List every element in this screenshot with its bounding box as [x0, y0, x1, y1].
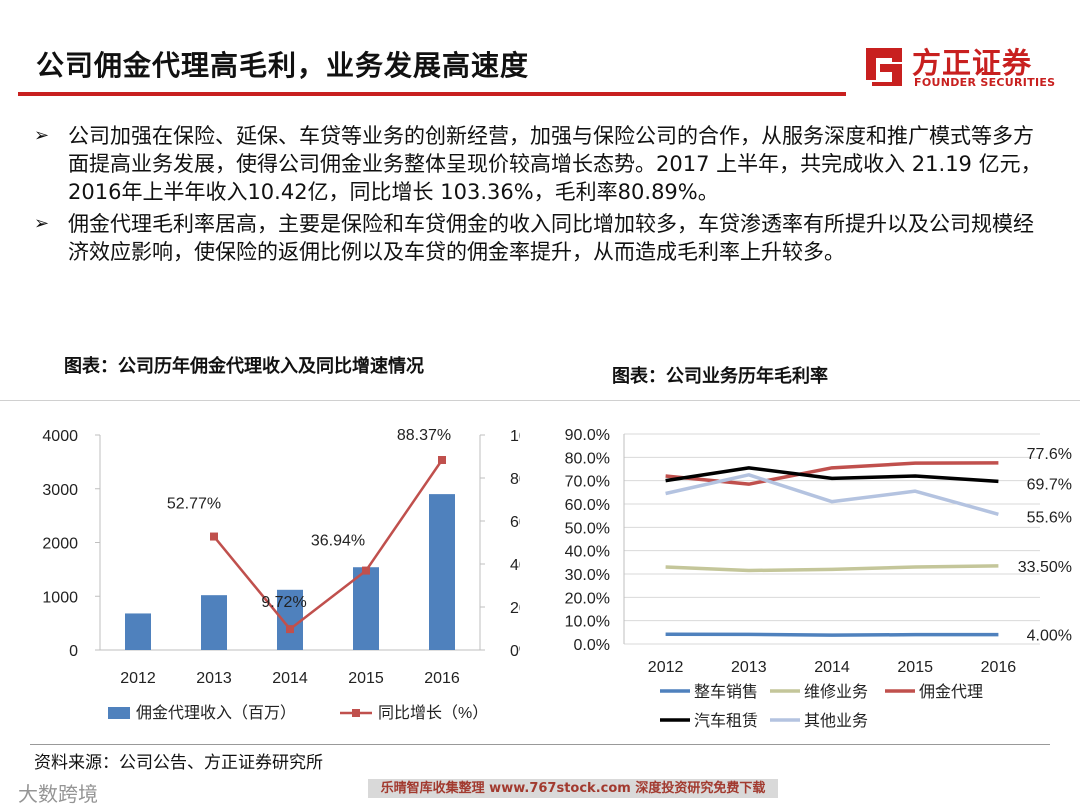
growth-line [213, 459, 444, 631]
revenue-bar [201, 595, 227, 650]
footer-banner: 乐晴智库收集整理 www.767stock.com 深度投资研究免费下载 [368, 779, 778, 798]
growth-data-label: 36.94% [311, 533, 365, 550]
legend-label: 汽车租赁 [694, 712, 758, 730]
panel-divider [0, 400, 1080, 401]
y-tick-label-right: 0% [510, 643, 520, 660]
x-tick-label: 2013 [731, 659, 767, 676]
chart-caption-right: 图表：公司业务历年毛利率 [612, 366, 828, 387]
series-line [665, 632, 999, 637]
x-tick-label: 2014 [814, 659, 850, 676]
x-tick-label: 2015 [348, 670, 384, 687]
x-tick-label: 2015 [897, 659, 933, 676]
watermark: 大数跨境 [18, 782, 98, 806]
y-tick-label: 20.0% [565, 590, 610, 607]
x-tick-label: 2016 [424, 670, 460, 687]
legend-label: 佣金代理 [919, 683, 983, 701]
arrow-bullet-icon: ➢ [34, 213, 50, 234]
growth-data-label: 9.72% [261, 594, 306, 611]
y-tick-label: 0.0% [574, 637, 610, 654]
growth-data-label: 52.77% [167, 496, 221, 513]
y-tick-label: 80.0% [565, 450, 610, 467]
founder-logo: 方正证券 FOUNDER SECURITIES [862, 40, 1056, 96]
legend-label-revenue: 佣金代理收入（百万） [136, 704, 296, 722]
growth-point [362, 566, 370, 575]
gross-margin-chart: 0.0% 10.0% 20.0% 30.0% 40.0% 50.0% 60.0% 70.0% 8… [565, 427, 1072, 730]
x-tick-label: 2014 [272, 670, 308, 687]
y-tick-label-left: 4000 [42, 428, 78, 445]
legend-marker-growth [352, 709, 360, 717]
series-end-label: 4.00% [1027, 628, 1072, 645]
y-tick-label-right: 20% [510, 600, 520, 617]
founder-logo-icon [866, 48, 902, 86]
series-line [665, 466, 999, 484]
y-tick-label-right: 60% [510, 514, 520, 531]
y-tick-label-left: 2000 [42, 536, 78, 553]
series-end-label: 77.6% [1027, 446, 1072, 463]
series-line [665, 473, 999, 516]
y-tick-label: 50.0% [565, 520, 610, 537]
y-tick-label: 30.0% [565, 567, 610, 584]
y-tick-label-right: 40% [510, 557, 520, 574]
legend-swatch-revenue [108, 707, 130, 719]
page-title: 公司佣金代理高毛利，业务发展高速度 [36, 49, 530, 82]
y-tick-label: 70.0% [565, 474, 610, 491]
y-tick-label: 90.0% [565, 427, 610, 444]
series-line [665, 564, 999, 573]
arrow-bullet-icon: ➢ [34, 125, 50, 146]
y-tick-label-left: 1000 [42, 589, 78, 606]
source-note: 资料来源：公司公告、方正证券研究所 [34, 753, 323, 773]
legend-label: 维修业务 [804, 683, 868, 701]
legend-label: 其他业务 [804, 712, 868, 730]
y-tick-label-left: 0 [69, 643, 78, 660]
logo-chinese: 方正证券 [912, 46, 1033, 80]
title-divider [18, 92, 846, 96]
logo-english: FOUNDER SECURITIES [914, 76, 1056, 89]
legend-label-growth: 同比增长（%） [378, 704, 488, 722]
revenue-bar [429, 494, 455, 650]
x-tick-label: 2012 [120, 670, 156, 687]
revenue-bar [353, 567, 379, 650]
legend-label: 整车销售 [694, 683, 758, 701]
y-tick-label: 40.0% [565, 544, 610, 561]
chart-caption-left: 图表：公司历年佣金代理收入及同比增速情况 [64, 356, 424, 377]
y-tick-label-right: 80% [510, 471, 520, 488]
x-tick-label: 2013 [196, 670, 232, 687]
bullet-text: 公司加强在保险、延保、车贷等业务的创新经营，加强与保险公司的合作，从服务深度和推… [68, 124, 1042, 204]
growth-point [438, 456, 446, 465]
growth-point [286, 625, 294, 634]
bullet-item: ➢ 佣金代理毛利率居高，主要是保险和车贷佣金的收入同比增加较多，车贷渗透率有所提… [32, 210, 1042, 266]
series-end-label: 33.50% [1018, 559, 1072, 576]
bullet-text: 佣金代理毛利率居高，主要是保险和车贷佣金的收入同比增加较多，车贷渗透率有所提升以… [68, 212, 1034, 264]
x-tick-label: 2012 [648, 659, 684, 676]
commission-revenue-chart: 0 1000 2000 3000 4000 0% 20% 40% 60% 80% 100% 2012 2… [42, 427, 520, 722]
growth-point [210, 532, 218, 541]
revenue-bar [125, 613, 151, 650]
y-tick-label: 60.0% [565, 497, 610, 514]
series-end-label: 55.6% [1027, 509, 1072, 526]
y-tick-label: 10.0% [565, 614, 610, 631]
bullet-item: ➢ 公司加强在保险、延保、车贷等业务的创新经营，加强与保险公司的合作，从服务深度… [32, 122, 1042, 206]
bullet-list: ➢ 公司加强在保险、延保、车贷等业务的创新经营，加强与保险公司的合作，从服务深度… [32, 122, 1042, 270]
x-tick-label: 2016 [981, 659, 1017, 676]
growth-data-label: 88.37% [397, 427, 451, 444]
series-end-label: 69.7% [1027, 476, 1072, 493]
y-tick-label-left: 3000 [42, 482, 78, 499]
y-tick-label-right: 100% [510, 428, 520, 445]
source-divider [30, 744, 1050, 745]
